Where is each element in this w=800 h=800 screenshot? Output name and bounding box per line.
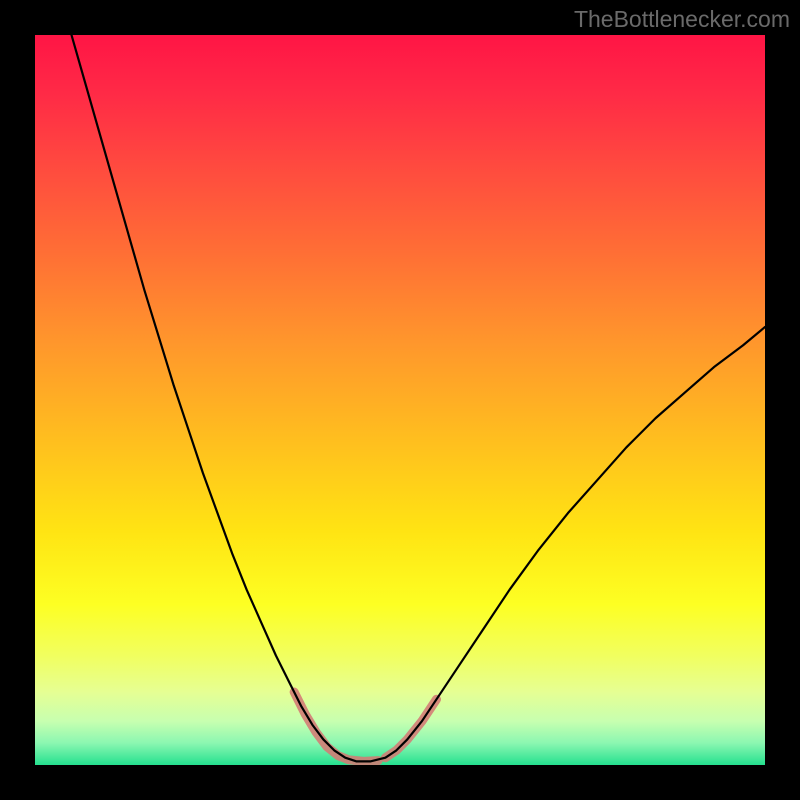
plot-area [35,35,765,765]
plot-background-gradient [35,35,765,765]
watermark-text: TheBottlenecker.com [574,6,790,33]
